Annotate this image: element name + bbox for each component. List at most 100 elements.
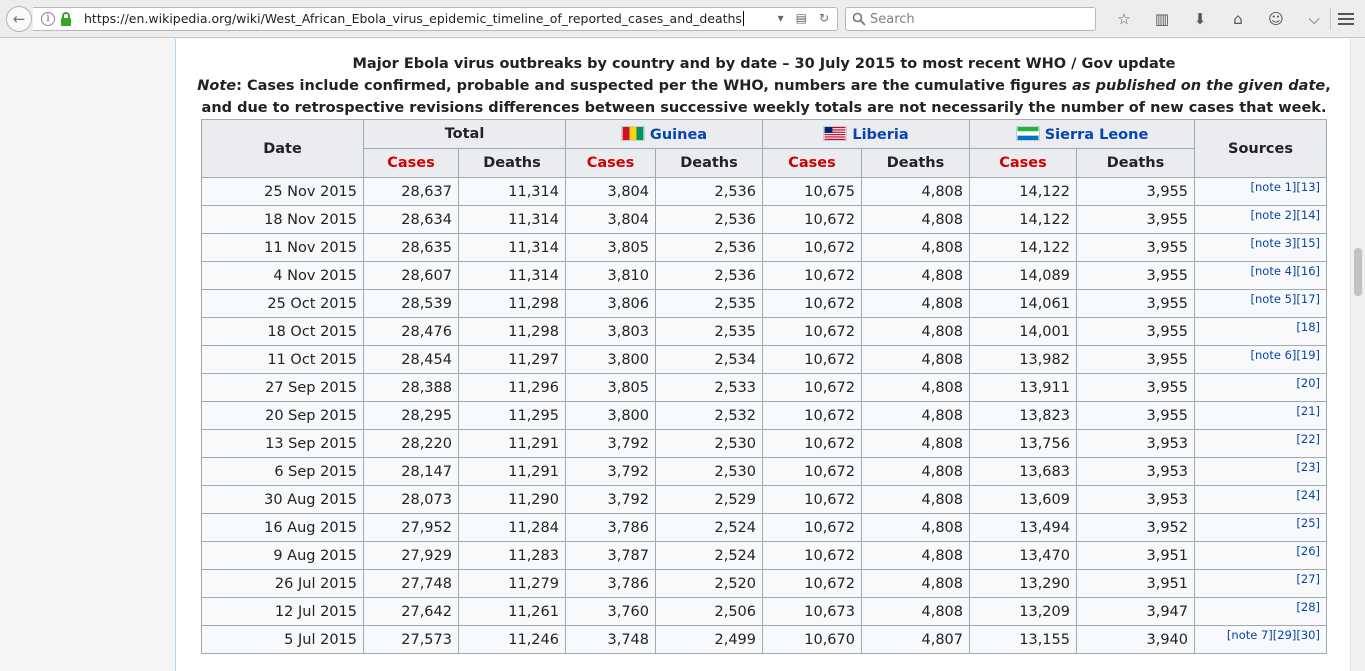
bookmark-star-icon[interactable]: ☆ [1117, 10, 1131, 28]
table-row: 11 Nov 2015 28,635 11,314 3,805 2,536 10,672 4… [201, 233, 1327, 262]
cell-liberia-cases: 10,672 [762, 289, 862, 318]
cell-sources-link[interactable]: [21] [1194, 401, 1327, 430]
cell-liberia-cases: 10,672 [762, 457, 862, 486]
cell-sources-link[interactable]: [24] [1194, 485, 1327, 514]
cell-sources-link[interactable]: [note 6][19] [1194, 345, 1327, 374]
cell-sierra-leone-cases: 13,155 [969, 625, 1077, 654]
cell-sources-link[interactable]: [22] [1194, 429, 1327, 458]
guinea-flag-icon [620, 125, 645, 141]
header-sierra-leone-cases: Cases [969, 148, 1077, 178]
reload-icon[interactable]: ↻ [818, 11, 829, 25]
cell-guinea-cases: 3,806 [565, 289, 656, 318]
search-input[interactable] [870, 10, 1090, 28]
table-row: 25 Oct 2015 28,539 11,298 3,806 2,535 10,672 4… [201, 289, 1327, 318]
dropdown-icon[interactable]: ▾ [777, 11, 784, 25]
cell-liberia-cases: 10,672 [762, 233, 862, 262]
guinea-link[interactable]: Guinea [649, 126, 708, 143]
cell-sources-link[interactable]: [note 7][29][30] [1194, 625, 1327, 654]
cell-sources-link[interactable]: [note 1][13] [1194, 177, 1327, 206]
cell-date: 5 Jul 2015 [201, 625, 364, 654]
header-total-deaths: Deaths [458, 148, 566, 178]
cell-total-deaths: 11,297 [458, 345, 566, 374]
cell-sierra-leone-cases: 13,494 [969, 513, 1077, 542]
cell-sources-link[interactable]: [25] [1194, 513, 1327, 542]
cell-liberia-cases: 10,672 [762, 205, 862, 234]
cell-liberia-cases: 10,672 [762, 429, 862, 458]
cell-guinea-cases: 3,786 [565, 569, 656, 598]
cell-guinea-deaths: 2,535 [655, 317, 763, 346]
table-row: 4 Nov 2015 28,607 11,314 3,810 2,536 10,672 4,… [201, 261, 1327, 290]
cell-total-cases: 28,295 [363, 401, 459, 430]
scrollbar-thumb[interactable] [1354, 248, 1362, 296]
liberia-flag-icon [823, 125, 848, 141]
cell-sources-link[interactable]: [26] [1194, 541, 1327, 570]
header-sierra-leone-deaths: Deaths [1076, 148, 1195, 178]
table-row: 13 Sep 2015 28,220 11,291 3,792 2,530 10,672 4… [201, 429, 1327, 458]
table-row: 6 Sep 2015 28,147 11,291 3,792 2,530 10,672 4,… [201, 457, 1327, 486]
cell-sources-link[interactable]: [note 3][15] [1194, 233, 1327, 262]
hello-icon[interactable]: ☺ [1268, 10, 1284, 28]
table-row: 30 Aug 2015 28,073 11,290 3,792 2,529 10,672 4… [201, 485, 1327, 514]
cell-sources-link[interactable]: [18] [1194, 317, 1327, 346]
cell-guinea-cases: 3,804 [565, 177, 656, 206]
cell-sources-link[interactable]: [23] [1194, 457, 1327, 486]
hamburger-menu-icon[interactable] [1330, 8, 1361, 30]
liberia-link[interactable]: Liberia [852, 126, 909, 143]
url-bar[interactable]: i https://en.wikipedia.org/wiki/West_Afr… [33, 7, 838, 31]
caption-note: Note: Cases include confirmed, probable … [197, 78, 1331, 94]
cell-total-deaths: 11,298 [458, 289, 566, 318]
back-button[interactable]: ← [6, 6, 32, 32]
info-icon[interactable]: i [41, 12, 55, 26]
header-date: Date [201, 119, 364, 178]
cell-liberia-cases: 10,675 [762, 177, 862, 206]
cell-total-cases: 28,073 [363, 485, 459, 514]
header-guinea: Guinea [565, 119, 763, 149]
cell-guinea-cases: 3,792 [565, 485, 656, 514]
cell-date: 13 Sep 2015 [201, 429, 364, 458]
cell-guinea-deaths: 2,536 [655, 205, 763, 234]
cell-guinea-deaths: 2,534 [655, 345, 763, 374]
cell-liberia-cases: 10,672 [762, 513, 862, 542]
cell-liberia-deaths: 4,807 [861, 625, 970, 654]
cell-guinea-cases: 3,805 [565, 233, 656, 262]
cell-liberia-cases: 10,672 [762, 401, 862, 430]
cell-total-cases: 28,388 [363, 373, 459, 402]
cell-liberia-deaths: 4,808 [861, 513, 970, 542]
cell-sierra-leone-cases: 13,683 [969, 457, 1077, 486]
cell-guinea-deaths: 2,524 [655, 513, 763, 542]
cell-total-cases: 28,220 [363, 429, 459, 458]
cell-sierra-leone-cases: 13,911 [969, 373, 1077, 402]
downloads-icon[interactable]: ⬇ [1193, 10, 1207, 28]
cell-guinea-deaths: 2,499 [655, 625, 763, 654]
pocket-icon[interactable]: ⌵ [1308, 10, 1320, 28]
sierra-leone-link[interactable]: Sierra Leone [1044, 126, 1149, 143]
cell-sierra-leone-deaths: 3,952 [1076, 513, 1195, 542]
cell-total-deaths: 11,291 [458, 429, 566, 458]
search-bar[interactable] [845, 7, 1096, 31]
cell-total-deaths: 11,314 [458, 261, 566, 290]
cell-guinea-cases: 3,804 [565, 205, 656, 234]
cell-guinea-deaths: 2,536 [655, 261, 763, 290]
url-text[interactable]: https://en.wikipedia.org/wiki/West_Afric… [84, 11, 744, 26]
browser-toolbar: ← i https://en.wikipedia.org/wiki/West_A… [0, 0, 1365, 38]
cell-sources-link[interactable]: [note 4][16] [1194, 261, 1327, 290]
cell-sierra-leone-deaths: 3,955 [1076, 317, 1195, 346]
cell-total-deaths: 11,298 [458, 317, 566, 346]
bookmarks-menu-icon[interactable]: ▥ [1154, 10, 1170, 28]
home-icon[interactable]: ⌂ [1233, 10, 1243, 28]
reader-view-icon[interactable]: ▤ [795, 11, 807, 25]
cell-sources-link[interactable]: [note 2][14] [1194, 205, 1327, 234]
table-row: 9 Aug 2015 27,929 11,283 3,787 2,524 10,672 4,… [201, 541, 1327, 570]
cell-sierra-leone-cases: 13,982 [969, 345, 1077, 374]
cell-liberia-deaths: 4,808 [861, 177, 970, 206]
header-guinea-cases: Cases [565, 148, 656, 178]
cell-liberia-cases: 10,672 [762, 345, 862, 374]
cell-sources-link[interactable]: [20] [1194, 373, 1327, 402]
cell-sources-link[interactable]: [note 5][17] [1194, 289, 1327, 318]
page-scrollbar[interactable] [1350, 39, 1365, 671]
cell-sierra-leone-deaths: 3,955 [1076, 205, 1195, 234]
cell-sources-link[interactable]: [28] [1194, 597, 1327, 626]
cell-sierra-leone-deaths: 3,955 [1076, 289, 1195, 318]
cell-liberia-cases: 10,672 [762, 569, 862, 598]
cell-sources-link[interactable]: [27] [1194, 569, 1327, 598]
